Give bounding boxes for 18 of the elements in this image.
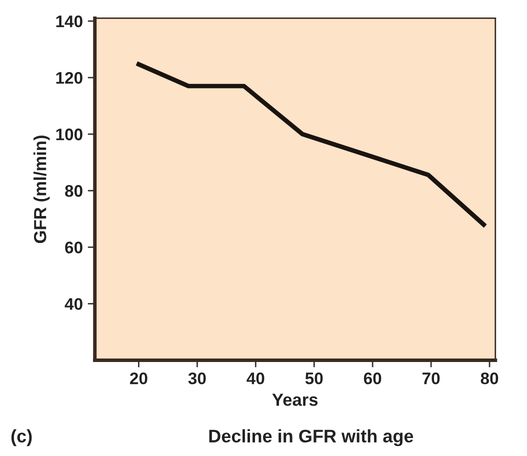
x-tick-label: 20 <box>130 372 148 384</box>
x-tick-label: 70 <box>422 372 440 384</box>
text: Decline in GFR with age <box>209 429 414 446</box>
y-tick-label: 60 <box>65 242 82 254</box>
x-tick-label: 60 <box>364 372 382 384</box>
x-tick-label: 80 <box>480 372 498 384</box>
y-axis-title: GFR (ml/min) <box>34 136 50 244</box>
text: (c) <box>11 429 32 446</box>
y-tick-label: 140 <box>56 15 82 28</box>
x-tick-label: 50 <box>305 372 323 384</box>
x-axis-title: Years <box>272 394 318 406</box>
y-tick-label: 80 <box>65 185 82 197</box>
y-tick-label: 40 <box>64 298 82 310</box>
line-series <box>136 62 486 227</box>
y-tick-label: 120 <box>56 72 82 84</box>
x-tick-label: 40 <box>246 372 264 384</box>
y-tick-label: 100 <box>56 128 82 140</box>
x-tick-label: 30 <box>188 372 206 384</box>
